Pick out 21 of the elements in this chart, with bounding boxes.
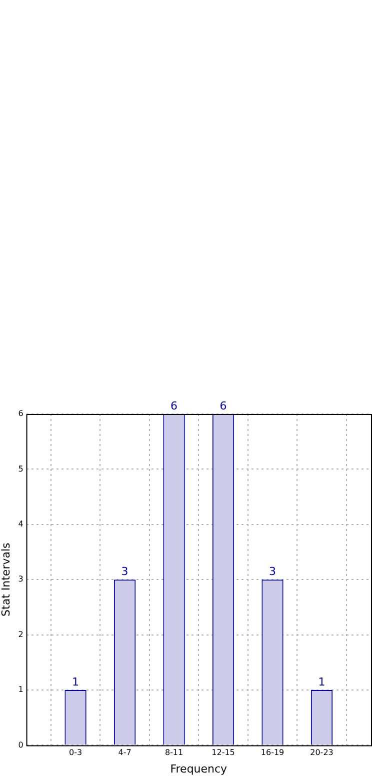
y-tick-label: 6 (18, 409, 24, 418)
x-tick-label: 12-15 (212, 748, 235, 758)
data-label: 6 (170, 399, 178, 412)
data-label: 1 (72, 675, 80, 688)
x-tick-label: 8-11 (164, 748, 184, 758)
y-tick-label: 4 (18, 519, 24, 528)
data-label: 6 (220, 399, 227, 412)
data-label: 3 (269, 564, 276, 578)
data-label: 3 (121, 564, 128, 578)
y-axis-title: Stat Intervals (0, 542, 12, 616)
y-tick-label: 5 (18, 464, 24, 474)
x-tick-label: 20-23 (310, 748, 334, 758)
y-tick-label: 2 (18, 630, 24, 639)
x-tick-label: 0-3 (68, 748, 82, 758)
x-tick-label: 4-7 (118, 748, 132, 758)
y-tick-label: 1 (18, 685, 24, 694)
x-tick-label: 16-19 (260, 748, 284, 758)
y-tick-label: 3 (18, 574, 24, 584)
y-tick-label: 0 (18, 740, 24, 750)
x-axis-title: Frequency (170, 762, 228, 776)
data-label: 1 (318, 675, 326, 688)
